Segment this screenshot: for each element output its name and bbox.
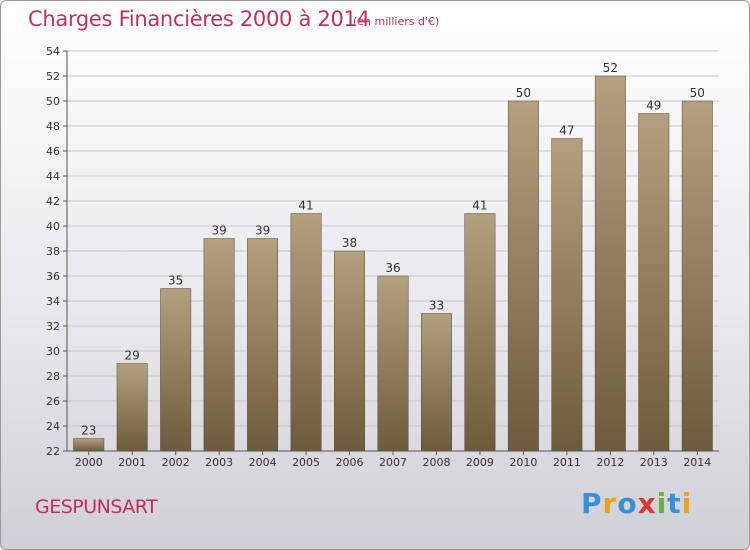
logo-letter: x xyxy=(638,487,657,520)
y-tick-label: 22 xyxy=(46,445,60,458)
bar-2004 xyxy=(247,239,277,452)
y-tick-label: 30 xyxy=(46,345,60,358)
y-tick-label: 28 xyxy=(46,370,60,383)
bar-2008 xyxy=(421,314,451,452)
value-label-2003: 39 xyxy=(211,224,226,238)
x-tick-label-2000: 2000 xyxy=(75,456,103,469)
value-label-2013: 49 xyxy=(646,99,661,113)
y-tick-label: 52 xyxy=(46,70,60,83)
y-tick-label: 34 xyxy=(46,295,60,308)
x-tick-label-2010: 2010 xyxy=(509,456,537,469)
bar-2007 xyxy=(378,276,408,451)
value-label-2001: 29 xyxy=(125,349,140,363)
x-tick-label-2004: 2004 xyxy=(249,456,277,469)
x-tick-label-2008: 2008 xyxy=(422,456,450,469)
x-tick-label-2013: 2013 xyxy=(640,456,668,469)
y-tick-label: 50 xyxy=(46,95,60,108)
y-tick-label: 38 xyxy=(46,245,60,258)
value-label-2012: 52 xyxy=(603,61,618,75)
logo-letter: i xyxy=(682,487,693,520)
x-tick-label-2002: 2002 xyxy=(162,456,190,469)
logo-letter: i xyxy=(657,487,668,520)
value-label-2006: 38 xyxy=(342,236,357,250)
value-label-2004: 39 xyxy=(255,224,270,238)
bar-2003 xyxy=(204,239,234,452)
logo-letter: o xyxy=(617,487,637,520)
bar-2012 xyxy=(595,76,625,451)
y-tick-label: 46 xyxy=(46,145,60,158)
y-tick-label: 54 xyxy=(46,45,60,58)
bar-2010 xyxy=(508,101,538,451)
x-tick-label-2003: 2003 xyxy=(205,456,233,469)
x-tick-label-2011: 2011 xyxy=(553,456,581,469)
logo-letter: t xyxy=(667,487,681,520)
value-label-2014: 50 xyxy=(690,86,705,100)
x-tick-label-2001: 2001 xyxy=(118,456,146,469)
logo-letter: r xyxy=(603,487,618,520)
value-label-2010: 50 xyxy=(516,86,531,100)
bar-2011 xyxy=(552,139,582,452)
bar-2014 xyxy=(682,101,712,451)
logo-letter: P xyxy=(581,487,603,520)
proxiti-logo[interactable]: Proxiti xyxy=(581,487,692,520)
y-tick-label: 40 xyxy=(46,220,60,233)
bar-2013 xyxy=(639,114,669,452)
y-tick-label: 42 xyxy=(46,195,60,208)
y-tick-label: 24 xyxy=(46,420,60,433)
bar-2009 xyxy=(465,214,495,452)
x-tick-label-2014: 2014 xyxy=(683,456,711,469)
value-label-2005: 41 xyxy=(298,199,313,213)
y-tick-label: 44 xyxy=(46,170,60,183)
bar-2000 xyxy=(74,439,104,452)
x-tick-label-2005: 2005 xyxy=(292,456,320,469)
bar-2002 xyxy=(160,289,190,452)
y-tick-label: 36 xyxy=(46,270,60,283)
y-tick-label: 26 xyxy=(46,395,60,408)
bar-2006 xyxy=(334,251,364,451)
y-tick-label: 48 xyxy=(46,120,60,133)
value-label-2008: 33 xyxy=(429,299,444,313)
value-label-2000: 23 xyxy=(81,424,96,438)
value-label-2009: 41 xyxy=(472,199,487,213)
bar-2001 xyxy=(117,364,147,452)
x-tick-label-2012: 2012 xyxy=(596,456,624,469)
x-tick-label-2009: 2009 xyxy=(466,456,494,469)
x-tick-label-2006: 2006 xyxy=(336,456,364,469)
value-label-2002: 35 xyxy=(168,274,183,288)
value-label-2011: 47 xyxy=(559,124,574,138)
y-tick-label: 32 xyxy=(46,320,60,333)
bar-2005 xyxy=(291,214,321,452)
commune-name: GESPUNSART xyxy=(35,496,157,518)
x-tick-label-2007: 2007 xyxy=(379,456,407,469)
value-label-2007: 36 xyxy=(385,261,400,275)
